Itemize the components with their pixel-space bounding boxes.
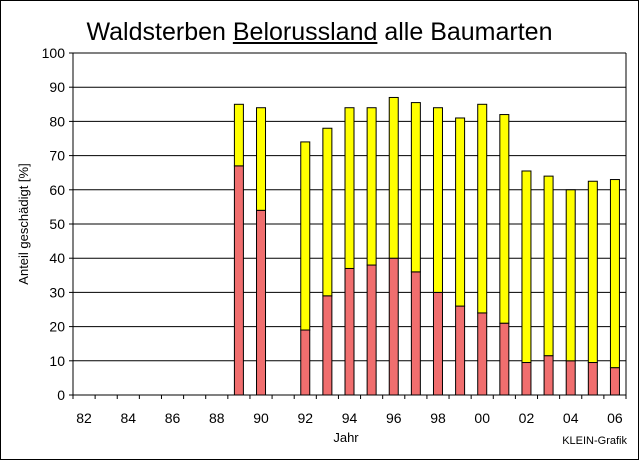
chart-title-country: Belorussland — [232, 18, 378, 46]
x-tick-label: 00 — [474, 410, 490, 426]
bar-segment-2006-s2 — [609, 179, 620, 369]
bar-segment-2002-s1 — [521, 362, 532, 396]
x-tick-label: 96 — [386, 410, 402, 426]
x-tick-label: 06 — [607, 410, 623, 426]
y-tick-label: 100 — [42, 45, 66, 61]
x-axis-label: Jahr — [333, 430, 359, 445]
bar-segment-1995-s2 — [366, 107, 377, 266]
y-axis-label: Anteil geschädigt [%] — [16, 163, 31, 284]
bar-segment-1994-s2 — [344, 107, 355, 269]
chart-title-part-3: alle Baumarten — [377, 18, 553, 46]
bar-segment-2005-s1 — [587, 362, 598, 396]
bar-segment-2000-s1 — [477, 312, 488, 396]
bar-segment-2001-s1 — [499, 322, 510, 396]
bar-segment-1999-s1 — [455, 305, 466, 396]
bar-segment-1996-s1 — [388, 257, 399, 396]
credit-label: KLEIN-Grafik — [562, 435, 627, 447]
bar-segment-2003-s1 — [543, 355, 554, 396]
bar-segment-1993-s1 — [322, 295, 333, 396]
x-tick-label: 98 — [430, 410, 446, 426]
x-tick-label: 94 — [342, 410, 358, 426]
bar-segment-1989-s1 — [233, 165, 244, 396]
bar-segment-2005-s2 — [587, 180, 598, 364]
x-tick-label: 82 — [76, 410, 92, 426]
bar-segment-2006-s1 — [609, 367, 620, 396]
bar-segment-2002-s2 — [521, 170, 532, 364]
bar-segment-1998-s2 — [432, 107, 443, 293]
x-tick-label: 88 — [209, 410, 225, 426]
bar-segment-1999-s2 — [455, 117, 466, 307]
chart-title-part-1: Waldsterben — [86, 18, 233, 46]
y-tick-label: 90 — [49, 79, 65, 95]
bar-segment-1992-s2 — [300, 141, 311, 331]
bar-segment-1993-s2 — [322, 127, 333, 297]
bar-segment-1997-s2 — [410, 102, 421, 273]
bar-segment-1989-s2 — [233, 103, 244, 167]
y-tick-label: 60 — [49, 182, 65, 198]
bar-segment-2003-s2 — [543, 175, 554, 357]
bar-segment-2004-s1 — [565, 360, 576, 396]
bar-segment-1994-s1 — [344, 267, 355, 396]
x-tick-label: 04 — [563, 410, 579, 426]
y-tick-label: 70 — [49, 148, 65, 164]
x-tick-label: 02 — [519, 410, 535, 426]
bar-segment-2004-s2 — [565, 189, 576, 362]
bar-segment-1992-s1 — [300, 329, 311, 396]
x-tick-labels: 82 84 86 88 90 92 94 96 98 00 02 04 06 — [76, 410, 623, 426]
bar-segment-2001-s2 — [499, 114, 510, 324]
y-tick-label: 10 — [49, 353, 65, 369]
chart-title: Waldsterben Belorussland alle Baumarten — [0, 18, 639, 47]
y-tick-label: 30 — [49, 284, 65, 300]
bar-segment-1998-s1 — [432, 291, 443, 396]
x-tick-label: 92 — [297, 410, 313, 426]
bar-segment-1990-s2 — [256, 107, 267, 211]
x-tick-label: 84 — [121, 410, 137, 426]
bar-segment-2000-s2 — [477, 103, 488, 314]
y-tick-label: 40 — [49, 250, 65, 266]
bar-segment-1990-s1 — [256, 209, 267, 396]
y-tick-label: 50 — [49, 216, 65, 232]
y-tick-labels: 0 10 20 30 40 50 60 70 80 90 100 — [42, 45, 73, 403]
y-tick-label: 0 — [57, 387, 65, 403]
bar-segment-1996-s2 — [388, 96, 399, 259]
x-tick-label: 90 — [253, 410, 269, 426]
x-tick-label: 86 — [165, 410, 181, 426]
bar-segment-1995-s1 — [366, 264, 377, 396]
y-tick-label: 80 — [49, 113, 65, 129]
bars — [233, 96, 620, 396]
y-tick-label: 20 — [49, 319, 65, 335]
bar-segment-1997-s1 — [410, 271, 421, 396]
